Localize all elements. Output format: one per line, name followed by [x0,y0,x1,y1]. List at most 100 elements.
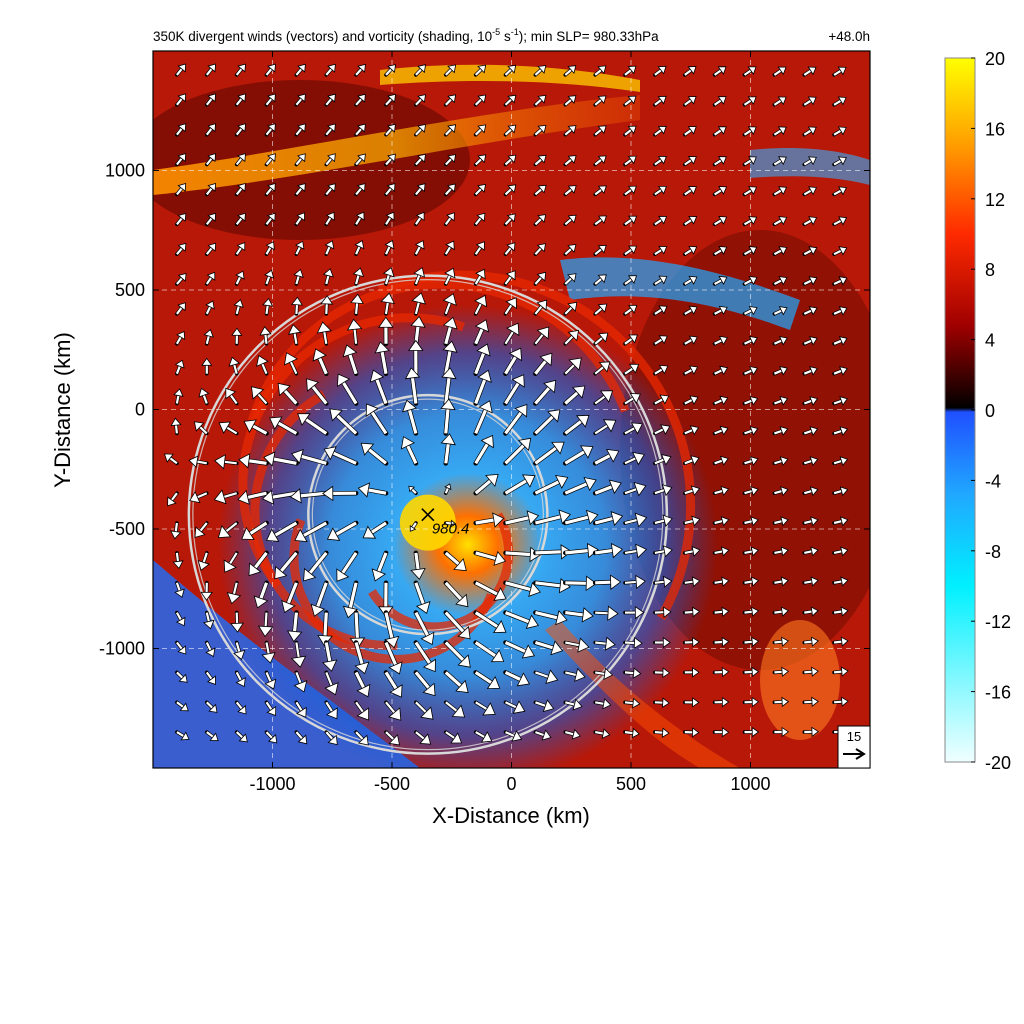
wind-vector [188,455,209,469]
wind-vector [533,352,553,377]
wind-vector [802,186,818,197]
wind-vector [443,610,471,640]
shade-patch [153,560,420,768]
wind-vector [414,153,426,167]
wind-vector [503,184,517,197]
wind-vector [443,700,466,718]
wind-vector [205,182,217,197]
wind-vector [772,186,788,197]
wind-vector [832,306,848,316]
wind-vector [742,546,759,557]
wind-vector [772,306,788,316]
wind-vector [264,182,276,197]
wind-vector [802,726,819,738]
wind-vector [503,213,516,227]
wind-vector [253,580,269,609]
wind-vector [562,509,599,526]
wind-vector [360,442,389,466]
wind-vector [443,64,457,77]
wind-vector [316,321,332,346]
wind-vector [772,666,790,677]
x-tick-label: 500 [616,774,646,794]
wind-vector [380,292,396,316]
wind-vector [563,637,590,653]
wind-vector [593,636,616,651]
wind-vector [802,576,819,587]
reference-vector-key: 15 [837,725,871,769]
wind-vector [473,512,505,528]
wind-vector [443,550,467,572]
wind-vector [326,520,359,541]
wind-vector [414,211,425,227]
wind-vector [324,93,336,107]
wind-vector [503,610,539,629]
wind-vector [653,245,668,256]
wind-vector [234,730,248,743]
wind-vector [354,700,370,721]
shade-band [380,64,640,92]
shade-spiral [238,313,465,589]
wind-vector [832,666,849,677]
y-axis-label: Y-Distance (km) [50,332,75,488]
shade-patch [760,620,840,740]
wind-vector [653,636,671,649]
wind-vector [682,455,700,466]
wind-vector [238,453,269,469]
wind-vector [473,434,494,466]
wind-vector [503,670,531,687]
wind-vector [294,63,306,77]
wind-vector [623,275,638,286]
wind-vector [473,580,507,601]
wind-vector [712,727,730,738]
wind-vector [562,575,597,592]
wind-vector [623,304,638,316]
wind-vector [623,543,648,559]
wind-vector [712,636,730,648]
colorbar-tick-label: 20 [985,49,1005,69]
wind-vector [382,267,395,286]
wind-vector [742,305,758,316]
wind-vector [294,520,329,543]
wind-vector [712,156,727,167]
wind-vector [832,276,848,286]
wind-vector [289,488,329,504]
wind-vector [175,123,187,137]
wind-vector [562,542,599,559]
wind-vector [592,511,624,527]
wind-vector [473,241,485,256]
wind-vector [533,441,565,466]
wind-vector [243,419,269,436]
wind-vector [503,510,540,526]
shade-spiral [368,512,514,632]
wind-vector [772,636,789,647]
wind-vector [175,700,189,712]
wind-vector [175,302,186,316]
reference-vector-label: 15 [847,729,861,744]
wind-vector [281,580,299,614]
wind-vector [228,356,241,376]
wind-vector [263,451,299,467]
wind-vector [200,580,213,601]
wind-vector [533,409,561,436]
wind-vector [533,577,571,594]
wind-vector [653,275,668,286]
center-marker [421,508,435,522]
colorbar-tick-label: -4 [985,471,1001,491]
wind-vector [218,421,239,436]
wind-vector [230,610,244,633]
wind-vector [336,550,359,582]
wind-vector [593,185,607,197]
wind-vector [623,245,638,256]
wind-vector [623,422,643,436]
shade-core [399,494,456,551]
wind-vector [264,730,278,744]
wind-vector [442,340,458,377]
wind-vector [712,516,730,527]
colorbar-tick-label: -20 [985,753,1011,773]
wind-vector [365,403,389,436]
wind-vector [832,336,848,346]
wind-vector [653,185,667,197]
wind-vector [234,182,246,197]
wind-vector [264,212,276,227]
wind-vector [324,240,335,256]
